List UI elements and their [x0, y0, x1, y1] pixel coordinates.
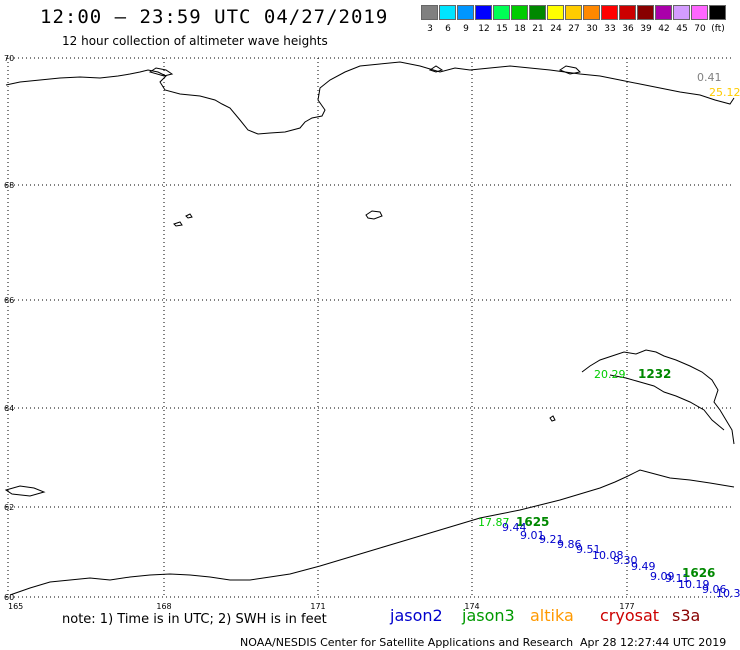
scale-label: 15	[496, 24, 508, 34]
pass-time-label: 1232	[638, 367, 671, 381]
scale-label: 21	[532, 24, 544, 34]
scale-swatch	[691, 5, 708, 20]
scale-swatch	[673, 5, 690, 20]
satellite-altika: altika	[530, 606, 574, 625]
lat-lon-grid	[6, 57, 734, 598]
coastline-island-2	[558, 65, 582, 75]
coastline-alaska-south	[9, 469, 735, 596]
scale-label: 24	[550, 24, 562, 34]
coastline-small-island-b	[185, 213, 193, 219]
scale-swatch	[511, 5, 528, 20]
scale-label: 45	[676, 24, 688, 34]
wave-height-value: 9.09	[650, 570, 675, 583]
wave-height-value: 9.21	[539, 533, 564, 546]
wave-height-value: 25.12	[709, 86, 740, 99]
scale-swatch	[457, 5, 474, 20]
scale-swatch	[709, 5, 726, 20]
footer-timestamp: Apr 28 12:27:44 UTC 2019	[580, 636, 727, 649]
legend-note: note: 1) Time is in UTC; 2) SWH is in fe…	[62, 612, 327, 627]
scale-label: 39	[640, 24, 652, 34]
scale-label: 27	[568, 24, 580, 34]
scale-swatch	[583, 5, 600, 20]
wave-height-value: 9.44	[502, 521, 527, 534]
wave-height-value: 10.19	[678, 578, 710, 591]
scale-label: 36	[622, 24, 634, 34]
scale-label: 6	[445, 24, 451, 34]
scale-label: 18	[514, 24, 526, 34]
coastline-small-island-c	[365, 210, 383, 220]
scale-swatch	[601, 5, 618, 20]
wave-height-value: 17.87	[478, 516, 510, 529]
wave-height-value: 9.86	[557, 538, 582, 551]
coastline-small-island-d	[549, 415, 556, 422]
longitude-label: 174	[464, 602, 479, 611]
map-subtitle: 12 hour collection of altimeter wave hei…	[62, 34, 328, 48]
pass-time-label: 1626	[682, 566, 715, 580]
latitude-label: 62	[4, 503, 14, 512]
wave-height-value: 10.08	[592, 549, 624, 562]
scale-unit-label: (ft)	[711, 24, 725, 34]
latitude-label: 60	[4, 593, 14, 602]
latitude-label: 68	[4, 181, 14, 190]
satellite-cryosat: cryosat	[600, 606, 660, 625]
scale-swatch	[619, 5, 636, 20]
scale-label: 9	[463, 24, 469, 34]
satellite-jason2: jason2	[390, 606, 443, 625]
scale-swatch	[475, 5, 492, 20]
wave-height-value: 9.49	[631, 560, 656, 573]
wave-height-value: 9.30	[613, 554, 638, 567]
latitude-label: 66	[4, 296, 14, 305]
longitude-label: 177	[619, 602, 634, 611]
scale-label: 30	[586, 24, 598, 34]
latitude-label: 64	[4, 404, 14, 413]
coastline-small-island-a	[173, 221, 183, 227]
coastline-norton-sound	[609, 374, 725, 431]
wave-height-value: 9.06	[702, 583, 727, 596]
scale-label: 42	[658, 24, 670, 34]
wave-height-value: 9.51	[576, 543, 601, 556]
scale-swatch	[421, 5, 438, 20]
satellite-jason3: jason3	[462, 606, 515, 625]
scale-label: 3	[427, 24, 433, 34]
wave-height-value: 0.41	[697, 71, 722, 84]
longitude-label: 168	[156, 602, 171, 611]
scale-swatch	[637, 5, 654, 20]
scale-swatch	[565, 5, 582, 20]
scale-swatch	[439, 5, 456, 20]
wave-height-value: 20.29	[594, 368, 626, 381]
longitude-label: 165	[8, 602, 23, 611]
coastline	[4, 61, 735, 596]
pass-time-label: 1625	[516, 515, 549, 529]
wave-height-value: 10.3	[716, 587, 740, 600]
coastline-st-lawrence-island	[4, 485, 46, 497]
scale-swatch	[493, 5, 510, 20]
wave-height-value: 9.11	[665, 572, 690, 585]
longitude-label: 171	[310, 602, 325, 611]
scale-swatch	[655, 5, 672, 20]
scale-swatch	[529, 5, 546, 20]
map-title: 12:00 – 23:59 UTC 04/27/2019	[40, 6, 389, 28]
coastline-chukotka	[5, 61, 735, 135]
scale-swatch	[547, 5, 564, 20]
scale-label: 12	[478, 24, 490, 34]
coastline-island-3	[428, 65, 444, 73]
coastline-seward-peninsula	[581, 349, 735, 445]
satellite-s3a: s3a	[672, 606, 701, 625]
latitude-label: 70	[4, 54, 14, 63]
scale-label: 70	[694, 24, 706, 34]
footer-credit: NOAA/NESDIS Center for Satellite Applica…	[240, 636, 574, 649]
coastline-island-1	[148, 67, 174, 77]
wave-height-value: 9.01	[520, 529, 545, 542]
scale-label: 33	[604, 24, 616, 34]
